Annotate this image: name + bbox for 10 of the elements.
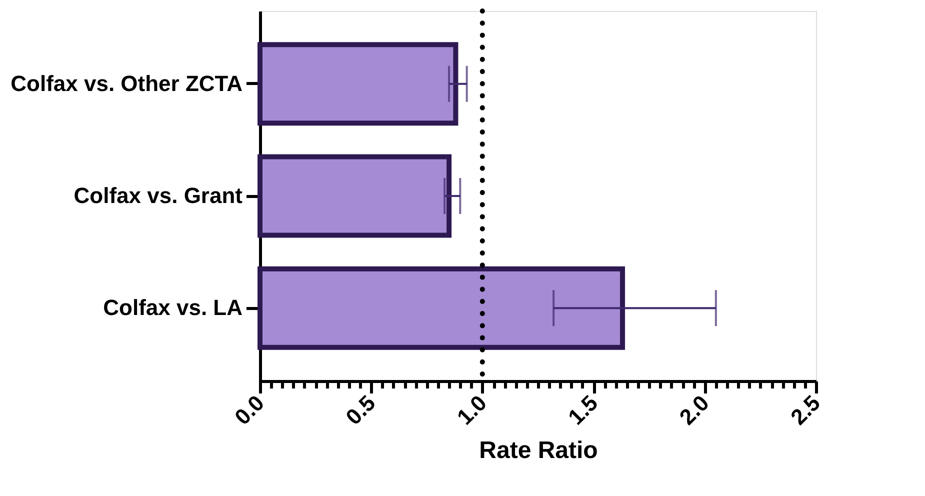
x-tick-label: 1.0 <box>452 390 492 430</box>
x-tick-label: 2.5 <box>786 390 825 430</box>
x-axis-title: Rate Ratio <box>479 436 598 464</box>
x-tick-label: 0.5 <box>340 390 380 430</box>
y-tick-label: Colfax vs. Grant <box>74 183 244 208</box>
y-tick-label: Colfax vs. Other ZCTA <box>10 70 243 96</box>
x-tick-label: 0.0 <box>230 390 269 430</box>
x-tick-label: 1.5 <box>563 390 603 430</box>
x-tick-label: 2.0 <box>674 390 714 430</box>
y-tick-label: Colfax vs. LA <box>103 295 243 320</box>
